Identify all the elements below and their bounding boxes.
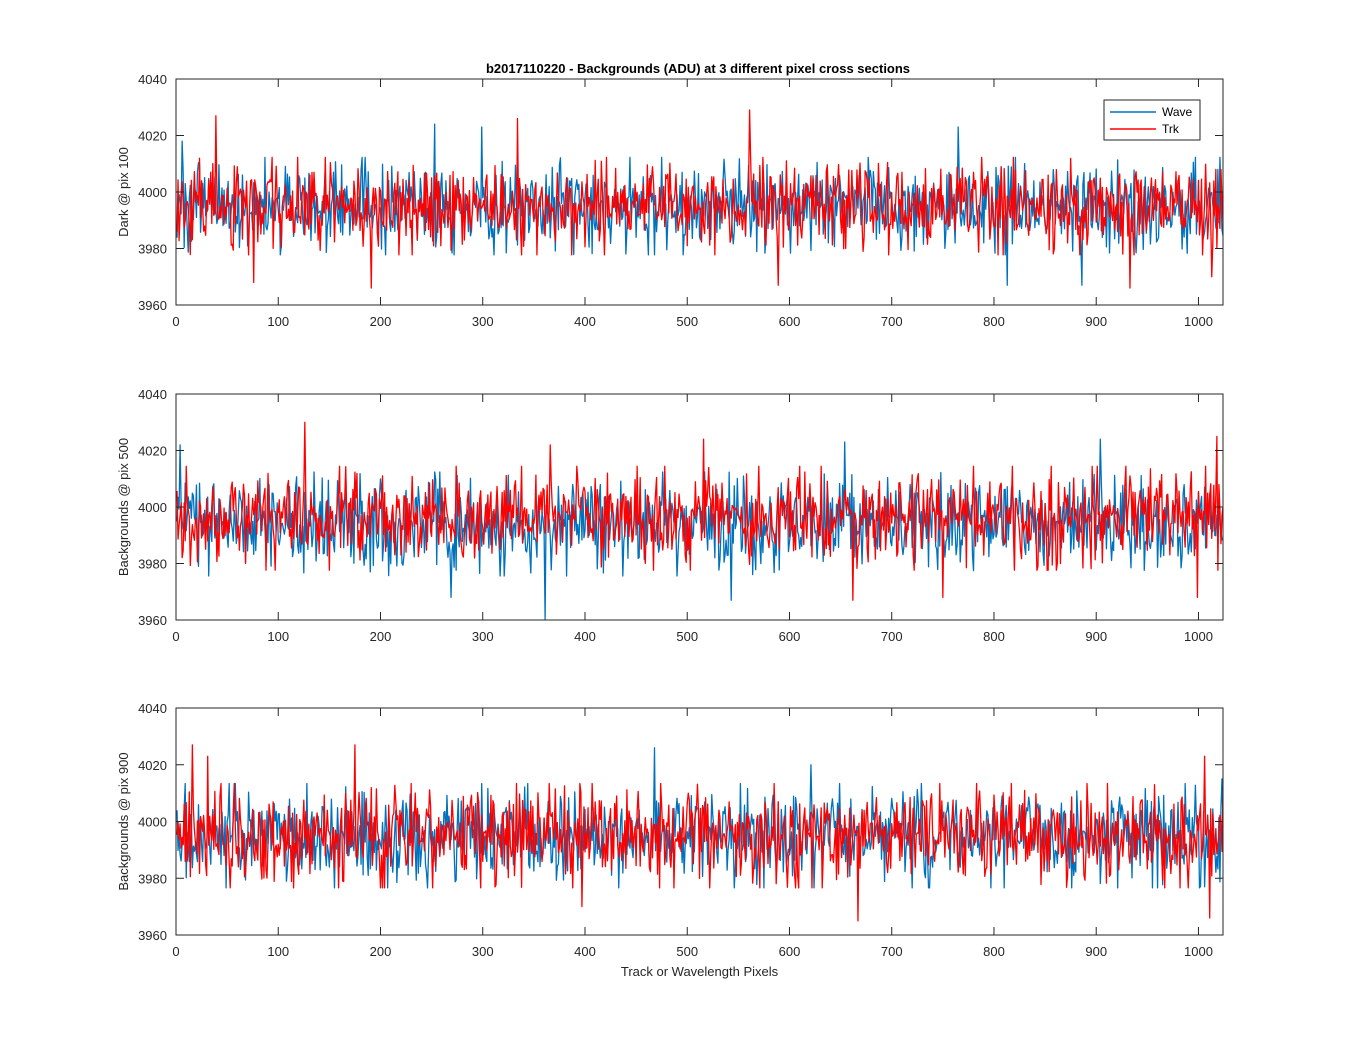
x-tick-label: 100 — [267, 944, 289, 959]
panels: 0 100 200 300 400 500 600 700 800 900 100039603980… — [116, 72, 1224, 979]
x-tick-label: 200 — [370, 944, 392, 959]
x-tick-label: 100 — [267, 629, 289, 644]
x-tick-label: 400 — [574, 314, 596, 329]
x-tick-label: 800 — [983, 629, 1005, 644]
y-tick-label: 3960 — [138, 298, 167, 313]
panel-3: 0 100 200 300 400 500 600 700 800 900 1000 3960 3980… — [116, 701, 1224, 979]
y-axis-label: Backgrounds @ pix 500 — [116, 438, 131, 576]
x-tick-label: 600 — [779, 314, 801, 329]
y-tick-label: 3980 — [138, 242, 167, 257]
x-tick-label: 300 — [472, 314, 494, 329]
y-tick-label: 3980 — [138, 871, 167, 886]
x-tick-label: 200 — [370, 314, 392, 329]
x-axis-label: Track or Wavelength Pixels — [621, 964, 779, 979]
x-tick-label: 1000 — [1184, 314, 1213, 329]
x-tick-label: 700 — [881, 629, 903, 644]
y-tick-label: 4040 — [138, 72, 167, 87]
y-tick-label: 4040 — [138, 387, 167, 402]
figure-title: b2017110220 - Backgrounds (ADU) at 3 dif… — [486, 61, 910, 76]
x-tick-label: 600 — [779, 629, 801, 644]
x-tick-label: 400 — [574, 944, 596, 959]
legend: Wave Trk — [1103, 99, 1201, 141]
x-tick-label: 700 — [881, 314, 903, 329]
series-trk-line — [176, 109, 1223, 289]
y-tick-label: 4020 — [138, 129, 167, 144]
y-axis-label: Dark @ pix 100 — [116, 147, 131, 237]
y-tick-label: 4020 — [138, 444, 167, 459]
y-tick-label: 3960 — [138, 928, 167, 943]
x-tick-label: 800 — [983, 314, 1005, 329]
panel-2: 0 100 200 300 400 500 600 700 800 900 1000 3960 3980… — [116, 387, 1224, 644]
x-tick-label: 200 — [370, 629, 392, 644]
y-tick-label: 4020 — [138, 758, 167, 773]
legend-label-wave: Wave — [1162, 105, 1193, 119]
y-tick-label: 4000 — [138, 500, 167, 515]
x-tick-label: 900 — [1085, 629, 1107, 644]
x-tick-label: 800 — [983, 944, 1005, 959]
legend-box — [1103, 99, 1201, 141]
y-axis-label: Backgrounds @ pix 900 — [116, 752, 131, 890]
y-tick-label: 4000 — [138, 185, 167, 200]
x-tick-label: 500 — [676, 314, 698, 329]
x-tick-label: 700 — [881, 944, 903, 959]
legend-label-trk: Trk — [1162, 122, 1180, 136]
x-tick-label: 1000 — [1184, 944, 1213, 959]
x-tick-label: 300 — [472, 629, 494, 644]
y-tick-label: 4000 — [138, 815, 167, 830]
x-tick-label: 400 — [574, 629, 596, 644]
series-trk-line — [176, 421, 1223, 601]
x-tick-label: 600 — [779, 944, 801, 959]
x-tick-label: 0 — [172, 629, 179, 644]
y-tick-label: 3960 — [138, 613, 167, 628]
panel-1: 0 100 200 300 400 500 600 700 800 900 1000 3960 3980… — [116, 72, 1224, 329]
x-tick-label: 100 — [267, 314, 289, 329]
x-tick-label: 500 — [676, 944, 698, 959]
x-tick-label: 0 — [172, 314, 179, 329]
x-tick-label: 300 — [472, 944, 494, 959]
x-tick-label: 500 — [676, 629, 698, 644]
series-trk-line — [176, 744, 1223, 922]
y-tick-label: 4040 — [138, 701, 167, 716]
y-tick-label: 3980 — [138, 557, 167, 572]
x-tick-label: 900 — [1085, 944, 1107, 959]
x-tick-label: 0 — [172, 944, 179, 959]
x-tick-label: 1000 — [1184, 629, 1213, 644]
x-tick-label: 900 — [1085, 314, 1107, 329]
